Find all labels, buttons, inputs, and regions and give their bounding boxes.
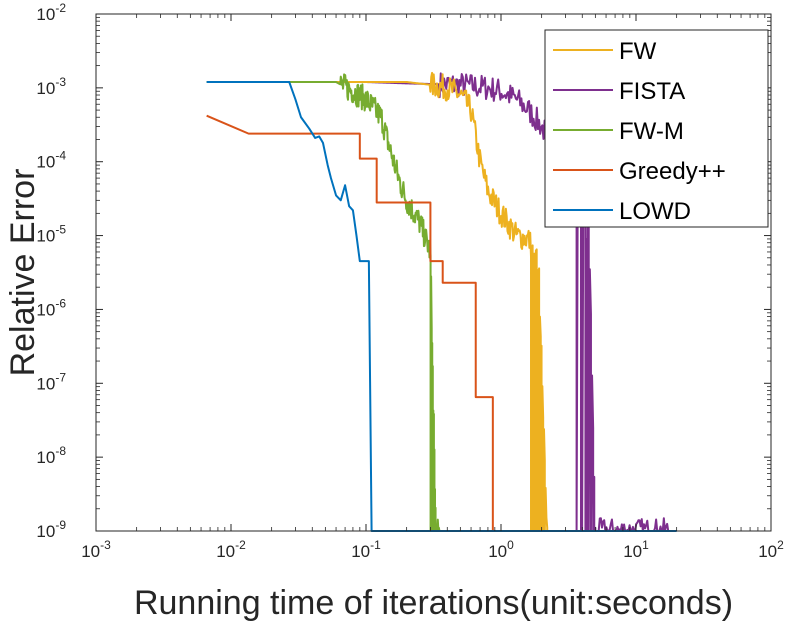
legend-item: FW (553, 38, 657, 65)
legend: FW FISTA FW-M Greedy++ LOWD (544, 29, 769, 228)
legend-item: Greedy++ (553, 158, 726, 185)
legend-label: FW-M (619, 118, 684, 145)
x-tick-label: 101 (623, 538, 649, 561)
series-layer (206, 71, 677, 532)
x-tick-label: 10-3 (81, 538, 111, 561)
x-axis-label: Running time of iterations(unit:seconds) (134, 584, 733, 622)
y-tick-label: 10-3 (36, 75, 66, 98)
legend-label: LOWD (619, 198, 691, 225)
legend-item: FW-M (553, 118, 684, 145)
y-tick-label: 10-8 (36, 444, 66, 467)
series-line-greedy- (206, 114, 494, 531)
x-tick-label: 100 (488, 538, 514, 561)
y-tick-label: 10-6 (36, 296, 66, 319)
legend-label: FISTA (619, 78, 685, 105)
y-tick-label: 10-5 (36, 223, 66, 246)
x-tick-label: 102 (758, 538, 784, 561)
plot-area-frame (95, 13, 772, 532)
y-tick-label: 10-4 (36, 149, 66, 172)
x-tick-label: 10-2 (216, 538, 246, 561)
y-tick-label: 10-7 (36, 370, 66, 393)
y-axis-label: Relative Error (4, 169, 42, 377)
legend-items: FW FISTA FW-M Greedy++ LOWD (553, 38, 726, 225)
series-line-lowd (206, 81, 677, 532)
y-tick-label: 10-2 (36, 1, 66, 24)
legend-box (544, 29, 769, 228)
legend-item: LOWD (553, 198, 691, 225)
x-tick-label: 10-1 (351, 538, 381, 561)
legend-label: Greedy++ (619, 158, 726, 185)
tick-layer: 10-3 10-2 10-1 100 101 102 10-9 10-8 10-7 10-6 10-… (36, 1, 784, 561)
legend-item: FISTA (553, 78, 685, 105)
legend-label: FW (619, 38, 657, 65)
y-tick-label: 10-9 (36, 518, 66, 541)
